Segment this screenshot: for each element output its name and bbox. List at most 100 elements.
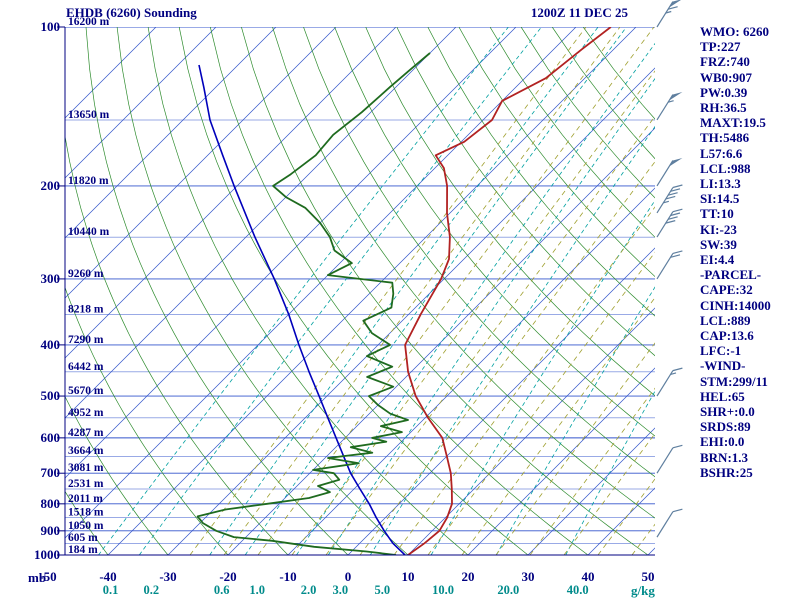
mixing-ratio-label: 5.0 [375, 583, 391, 597]
pressure-unit-label: mb [28, 570, 47, 585]
index-line: PW:0.39 [700, 84, 748, 100]
index-line: SW:39 [700, 236, 737, 252]
index-line: TP:227 [700, 39, 741, 55]
altitude-label: 1518 m [68, 507, 104, 519]
mixing-ratio-lines [98, 27, 655, 555]
pressure-label: 400 [41, 337, 61, 352]
index-line: SHR+:0.0 [700, 404, 755, 420]
altitude-label: 1050 m [68, 520, 104, 532]
pressure-label: 800 [41, 496, 61, 511]
index-line: SI:14.5 [700, 191, 740, 207]
index-line: STM:299/11 [700, 373, 768, 389]
temp-label: 30 [522, 569, 535, 584]
index-line: LI:13.3 [700, 176, 741, 192]
mixing-ratio-label: 0.2 [143, 583, 159, 597]
wind-barb [656, 158, 683, 187]
wind-barb [656, 184, 683, 214]
altitude-label: 7290 m [68, 334, 104, 346]
parcel-trace-path [198, 64, 406, 555]
index-line: EI:4.4 [700, 252, 735, 268]
index-line: SRDS:89 [700, 419, 751, 435]
mixing-ratio-label: 10.0 [432, 583, 454, 597]
pressure-label: 600 [41, 430, 61, 445]
altitude-label: 16200 m [68, 16, 110, 28]
temp-label: 10 [402, 569, 415, 584]
wind-barb [656, 250, 683, 280]
altitude-label: 5670 m [68, 385, 104, 397]
mixing-ratio-label: 0.1 [103, 583, 119, 597]
altitude-label: 3081 m [68, 462, 104, 474]
pressure-label: 1000 [34, 547, 60, 562]
wind-barb [656, 444, 683, 474]
pressure-label: 900 [41, 523, 61, 538]
index-line: CAP:13.6 [700, 328, 754, 344]
index-line: CINH:14000 [700, 297, 771, 313]
pressure-label: 500 [41, 388, 61, 403]
altitude-label: 605 m [68, 532, 98, 544]
altitude-label: 9260 m [68, 268, 104, 280]
temp-label: 0 [345, 569, 352, 584]
temp-label: 40 [582, 569, 595, 584]
index-line: BSHR:25 [700, 464, 753, 480]
index-line: TT:10 [700, 206, 734, 222]
indices-panel: WMO: 6260 TP:227 FRZ:740 WB0:907 PW:0.39 RH:3… [700, 24, 798, 480]
altitude-label: 3664 m [68, 445, 104, 457]
temperature-trace-path [404, 27, 612, 555]
chart-title: EHDB (6260) Sounding [66, 5, 197, 20]
altitude-label: 184 m [68, 544, 98, 556]
temperature-trace [404, 27, 612, 555]
mixing-ratio-label: 40.0 [567, 583, 589, 597]
altitude-label: 11820 m [68, 175, 109, 187]
wind-barb [656, 208, 683, 238]
pressure-label: 200 [41, 178, 61, 193]
index-line: MAXT:19.5 [700, 115, 766, 131]
temp-label: -10 [279, 569, 296, 584]
index-line: FRZ:740 [700, 54, 750, 70]
mixing-ratio-label: 0.6 [214, 583, 230, 597]
pressure-label: 300 [41, 271, 61, 286]
mixing-unit-label: g/kg [631, 583, 655, 598]
mixing-ratio-label: 1.0 [249, 583, 265, 597]
index-line: RH:36.5 [700, 100, 747, 116]
mixing-ratio-label: 2.0 [301, 583, 317, 597]
index-line: BRN:1.3 [700, 449, 749, 465]
axis-frame [57, 26, 655, 556]
index-line: LFC:-1 [700, 343, 742, 359]
index-line: -WIND- [700, 358, 746, 374]
altitude-label: 8218 m [68, 303, 104, 315]
temp-label: 50 [642, 569, 655, 584]
temp-label: -40 [99, 569, 116, 584]
dewpoint-trace-path [196, 52, 431, 555]
parcel-trace [198, 64, 406, 555]
moist-adiabat-lines [189, 27, 655, 555]
mixing-ratio-label: 3.0 [332, 583, 348, 597]
altitude-label: 10440 m [68, 226, 110, 238]
pressure-label: 700 [41, 465, 61, 480]
dewpoint-trace [196, 52, 431, 555]
pressure-label: 100 [41, 19, 61, 34]
wind-barb [656, 0, 681, 28]
mixing-ratio-label: 20.0 [497, 583, 519, 597]
index-line: L57:6.6 [700, 145, 743, 161]
wind-barbs [656, 0, 683, 538]
mixing-ratio-axis-labels: 0.1 0.2 0.6 1.0 2.0 3.0 5.0 10.0 20.0 40.0 [103, 583, 589, 597]
chart-datetime: 1200Z 11 DEC 25 [530, 5, 628, 20]
wind-barb [656, 508, 683, 538]
temp-label: -50 [39, 569, 56, 584]
index-line: TH:5486 [700, 130, 750, 146]
index-line: WB0:907 [700, 69, 752, 85]
altitude-label: 2531 m [68, 478, 104, 490]
altitude-label: 4952 m [68, 407, 104, 419]
wind-barb [656, 92, 683, 121]
dry-adiabat-lines [65, 27, 655, 555]
index-line: -PARCEL- [700, 267, 762, 283]
altitude-labels: 16200 m 13650 m 11820 m 10440 m 9260 m 8218 m… [68, 16, 110, 556]
pressure-gridlines [65, 27, 655, 555]
pressure-axis-labels: 100 200 300 400 500 600 700 800 900 1000 [34, 19, 60, 562]
temp-label: 20 [462, 569, 475, 584]
index-line: HEL:65 [700, 388, 745, 404]
index-line: LCL:988 [700, 160, 751, 176]
altitude-label: 6442 m [68, 361, 104, 373]
